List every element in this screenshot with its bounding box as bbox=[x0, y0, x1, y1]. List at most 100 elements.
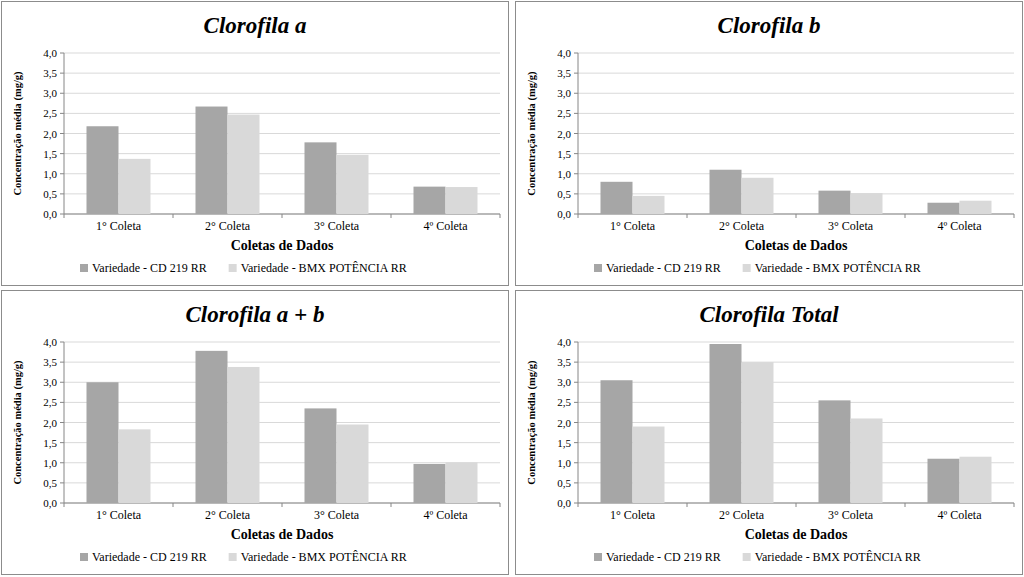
bars bbox=[601, 344, 992, 503]
tick-mark bbox=[60, 93, 64, 94]
bar bbox=[601, 380, 633, 503]
category-tick bbox=[1014, 214, 1015, 218]
tick-label: 0,5 bbox=[557, 477, 571, 489]
tick-label: 1,0 bbox=[43, 168, 57, 180]
tick-label: 1,5 bbox=[557, 148, 571, 160]
category-tick bbox=[578, 503, 579, 507]
bar bbox=[742, 178, 774, 214]
legend-swatch bbox=[743, 264, 751, 272]
tick-label: 1,5 bbox=[557, 437, 571, 449]
tick-mark bbox=[574, 113, 578, 114]
tick-mark bbox=[574, 214, 578, 215]
tick-label: 1,5 bbox=[43, 437, 57, 449]
tick-label: 3,5 bbox=[43, 67, 57, 79]
tick-label: 1,0 bbox=[43, 457, 57, 469]
category-label: 2° Coleta bbox=[205, 219, 251, 233]
tick-mark bbox=[574, 133, 578, 134]
legend-swatch bbox=[80, 553, 88, 561]
grid-line bbox=[64, 153, 500, 154]
category-label: 3° Coleta bbox=[314, 219, 360, 233]
category-label: 1° Coleta bbox=[96, 508, 142, 522]
category-label: 4º Coleta bbox=[937, 219, 982, 233]
grid-line bbox=[578, 342, 1014, 343]
bar bbox=[228, 115, 260, 214]
bar bbox=[87, 126, 119, 214]
bar bbox=[196, 107, 228, 214]
category-tick bbox=[500, 214, 501, 218]
panel-frame bbox=[2, 2, 509, 286]
tick-mark bbox=[574, 173, 578, 174]
bar bbox=[446, 187, 478, 214]
legend-swatch bbox=[80, 264, 88, 272]
tick-label: 3,0 bbox=[557, 376, 571, 388]
tick-label: 0,5 bbox=[43, 477, 57, 489]
tick-mark bbox=[574, 503, 578, 504]
category-tick bbox=[391, 503, 392, 507]
x-axis-label: Coletas de Dados bbox=[231, 238, 334, 253]
category-tick bbox=[578, 214, 579, 218]
tick-mark bbox=[60, 482, 64, 483]
legend: Variedade - CD 219 RRVariedade - BMX POT… bbox=[594, 261, 921, 275]
tick-label: 2,0 bbox=[43, 128, 57, 140]
tick-label: 2,0 bbox=[557, 417, 571, 429]
y-axis-label: Concentração média (mg/g) bbox=[526, 360, 538, 485]
tick-label: 1,0 bbox=[557, 168, 571, 180]
tick-mark bbox=[574, 382, 578, 383]
tick-mark bbox=[60, 462, 64, 463]
tick-mark bbox=[60, 422, 64, 423]
panel: Clorofila b0,00,51,01,52,02,53,03,54,01°… bbox=[516, 2, 1023, 286]
tick-label: 0,0 bbox=[43, 497, 57, 509]
tick-mark bbox=[60, 402, 64, 403]
category-label: 2° Coleta bbox=[205, 508, 251, 522]
bar bbox=[633, 427, 665, 503]
tick-label: 3,0 bbox=[557, 87, 571, 99]
category-label: 3° Coleta bbox=[828, 508, 874, 522]
legend-label: Variedade - BMX POTÊNCIA RR bbox=[755, 261, 921, 275]
tick-mark bbox=[60, 442, 64, 443]
tick-label: 4,0 bbox=[43, 47, 57, 59]
tick-mark bbox=[574, 482, 578, 483]
y-axis-line bbox=[578, 342, 579, 503]
bar bbox=[710, 170, 742, 214]
grid-line bbox=[578, 193, 1014, 194]
grid-line bbox=[578, 133, 1014, 134]
category-label: 3° Coleta bbox=[828, 219, 874, 233]
grid-line bbox=[64, 53, 500, 54]
grid-line bbox=[578, 382, 1014, 383]
category-label: 4º Coleta bbox=[423, 508, 468, 522]
tick-mark bbox=[60, 362, 64, 363]
tick-label: 2,0 bbox=[43, 417, 57, 429]
tick-label: 2,5 bbox=[43, 396, 57, 408]
grid-line bbox=[64, 93, 500, 94]
tick-label: 4,0 bbox=[557, 336, 571, 348]
bar bbox=[87, 382, 119, 503]
tick-label: 3,0 bbox=[43, 376, 57, 388]
bar bbox=[119, 429, 151, 503]
legend-label: Variedade - CD 219 RR bbox=[92, 550, 207, 564]
legend-swatch bbox=[229, 264, 237, 272]
legend-label: Variedade - BMX POTÊNCIA RR bbox=[755, 550, 921, 564]
tick-mark bbox=[60, 173, 64, 174]
bar bbox=[228, 367, 260, 503]
grid-line bbox=[64, 133, 500, 134]
x-axis-label: Coletas de Dados bbox=[745, 527, 848, 542]
grid-line bbox=[578, 73, 1014, 74]
tick-label: 0,5 bbox=[43, 188, 57, 200]
category-label: 1° Coleta bbox=[610, 508, 656, 522]
grid-line bbox=[578, 153, 1014, 154]
tick-mark bbox=[60, 193, 64, 194]
tick-mark bbox=[60, 133, 64, 134]
category-tick bbox=[391, 214, 392, 218]
tick-label: 4,0 bbox=[43, 336, 57, 348]
grid-line bbox=[64, 402, 500, 403]
tick-mark bbox=[574, 342, 578, 343]
tick-label: 3,5 bbox=[557, 67, 571, 79]
bar bbox=[960, 457, 992, 503]
tick-mark bbox=[60, 503, 64, 504]
category-tick bbox=[64, 214, 65, 218]
legend: Variedade - CD 219 RRVariedade - BMX POT… bbox=[80, 550, 407, 564]
grid-line bbox=[578, 362, 1014, 363]
category-tick bbox=[282, 503, 283, 507]
category-tick bbox=[282, 214, 283, 218]
grid-line bbox=[64, 382, 500, 383]
